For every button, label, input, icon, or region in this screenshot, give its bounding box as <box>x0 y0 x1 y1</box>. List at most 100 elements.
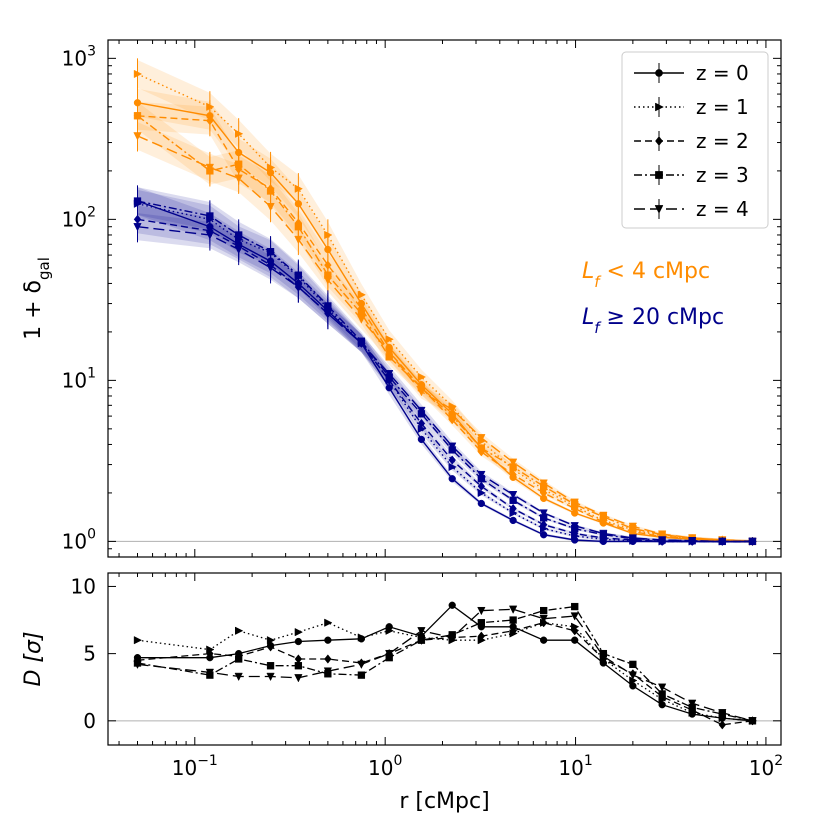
top-y-axis-label: 1 + δgal <box>21 257 53 340</box>
point-g0-s4-13 <box>570 498 579 507</box>
point-g1-s0-11 <box>509 516 517 525</box>
annotation-long-filaments: Lf ≥ 20 cMpc <box>582 305 724 337</box>
bottom-point-s4-16 <box>657 683 667 692</box>
bottom-line-s3 <box>137 605 753 722</box>
top-plot-frame <box>107 39 782 558</box>
point-g1-s4-4 <box>294 283 303 292</box>
point-g1-s4-19 <box>748 537 757 547</box>
point-g1-s0-9 <box>448 475 456 483</box>
point-g1-s1-10 <box>477 488 486 498</box>
line-g1-s2 <box>137 218 753 543</box>
top-y-tick-label: 100 <box>62 526 96 553</box>
top-y-tick-label: 102 <box>62 204 96 231</box>
bottom-y-axis-label: D [σ] <box>21 631 46 686</box>
point-g0-s4-2 <box>234 174 243 183</box>
bottom-point-s1-7 <box>385 626 394 635</box>
legend-marker <box>655 69 663 77</box>
point-g0-s1-6 <box>357 290 367 299</box>
x-axis-label: r [cMpc] <box>399 789 489 814</box>
point-g0-s4-14 <box>599 511 608 521</box>
bottom-point-s4-18 <box>718 709 727 718</box>
top-y-tick-label: 101 <box>62 365 96 392</box>
bottom-point-s4-13 <box>570 612 579 621</box>
point-g1-s2-11 <box>509 503 517 514</box>
point-g1-s4-1 <box>205 231 215 240</box>
bottom-point-s2-18 <box>718 720 727 730</box>
point-g1-s4-17 <box>688 537 697 546</box>
point-g1-s4-2 <box>234 245 243 255</box>
bottom-point-s4-7 <box>385 649 394 659</box>
bottom-point-s3-3 <box>266 662 275 670</box>
top-series-lines <box>133 58 758 547</box>
bottom-point-s4-5 <box>323 667 333 676</box>
point-g0-s3-10 <box>477 444 485 452</box>
bottom-point-s4-11 <box>508 605 518 614</box>
point-g0-s4-7 <box>385 348 394 357</box>
x-tick-label: 100 <box>368 753 402 780</box>
legend-marker <box>655 102 664 112</box>
point-g0-s1-0 <box>133 69 143 79</box>
point-g0-s1-4 <box>294 184 304 193</box>
band-g1-s2 <box>137 205 753 543</box>
point-g0-s4-9 <box>448 405 457 415</box>
point-g1-s2-12 <box>539 520 548 530</box>
bottom-point-s4-17 <box>688 699 697 708</box>
bottom-point-s4-14 <box>599 652 608 661</box>
annotation-short-filaments: Lf < 4 cMpc <box>582 259 710 291</box>
point-g0-s4-5 <box>323 276 333 285</box>
bottom-point-s4-8 <box>417 627 426 636</box>
bottom-point-s0-9 <box>448 601 456 609</box>
point-g0-s3-0 <box>133 112 142 120</box>
point-g1-s4-9 <box>448 442 457 451</box>
point-g1-s0-7 <box>385 384 393 392</box>
point-g0-s4-16 <box>657 530 667 539</box>
bottom-point-s4-9 <box>448 633 457 643</box>
bottom-point-s1-4 <box>294 627 304 637</box>
bottom-point-s3-15 <box>629 660 637 669</box>
bottom-point-s1-2 <box>235 626 244 635</box>
bottom-point-s1-6 <box>357 633 367 642</box>
top-axis-ticks: 100 101 102 103 <box>62 40 781 558</box>
point-g0-s4-0 <box>133 132 142 141</box>
bottom-point-s4-3 <box>266 672 275 682</box>
band-g1-s3 <box>137 187 753 543</box>
x-tick-label: 102 <box>749 753 783 780</box>
point-g1-s4-13 <box>570 522 579 531</box>
line-g0-s3 <box>137 115 753 543</box>
point-g0-s4-6 <box>357 315 366 324</box>
bottom-point-s4-10 <box>477 606 486 616</box>
point-g1-s0-10 <box>477 499 485 508</box>
bottom-line-s0 <box>137 604 753 722</box>
line-g1-s1 <box>137 203 753 543</box>
band-g0-s4 <box>137 122 753 543</box>
point-g1-s3-1 <box>206 212 214 220</box>
point-g1-s4-7 <box>385 370 394 379</box>
point-g1-s4-0 <box>133 223 142 232</box>
point-g0-s4-11 <box>508 458 518 467</box>
point-g0-s1-2 <box>235 129 244 138</box>
point-g1-s0-8 <box>417 435 426 444</box>
point-g1-s4-16 <box>657 536 667 545</box>
bottom-point-s2-1 <box>206 648 214 659</box>
bottom-point-s4-2 <box>234 672 243 682</box>
bottom-plot-frame <box>107 572 782 746</box>
x-tick-label: 101 <box>558 753 592 780</box>
legend: z = 0 z = 1 z = 2 z = 3 z = 4 <box>621 51 769 229</box>
point-g1-s2-10 <box>477 481 486 491</box>
top-y-tick-label: 103 <box>62 43 96 70</box>
band-g0-s1 <box>137 60 753 543</box>
point-g0-s1-8 <box>417 372 427 382</box>
bottom-line-s2 <box>137 622 753 726</box>
point-g1-s1-9 <box>448 462 457 472</box>
point-g1-s3-0 <box>133 197 142 205</box>
legend-marker <box>654 205 664 214</box>
bottom-point-s3-6 <box>357 671 366 679</box>
bottom-line-s4 <box>137 608 753 722</box>
point-g1-s4-18 <box>718 537 727 547</box>
bottom-y-tick-label: 10 <box>71 574 96 598</box>
legend-label: z = 4 <box>696 197 749 221</box>
bottom-point-s4-12 <box>539 615 548 624</box>
bottom-point-s3-12 <box>540 606 548 615</box>
bottom-point-s1-3 <box>266 636 276 645</box>
band-g1-s4 <box>137 213 753 543</box>
